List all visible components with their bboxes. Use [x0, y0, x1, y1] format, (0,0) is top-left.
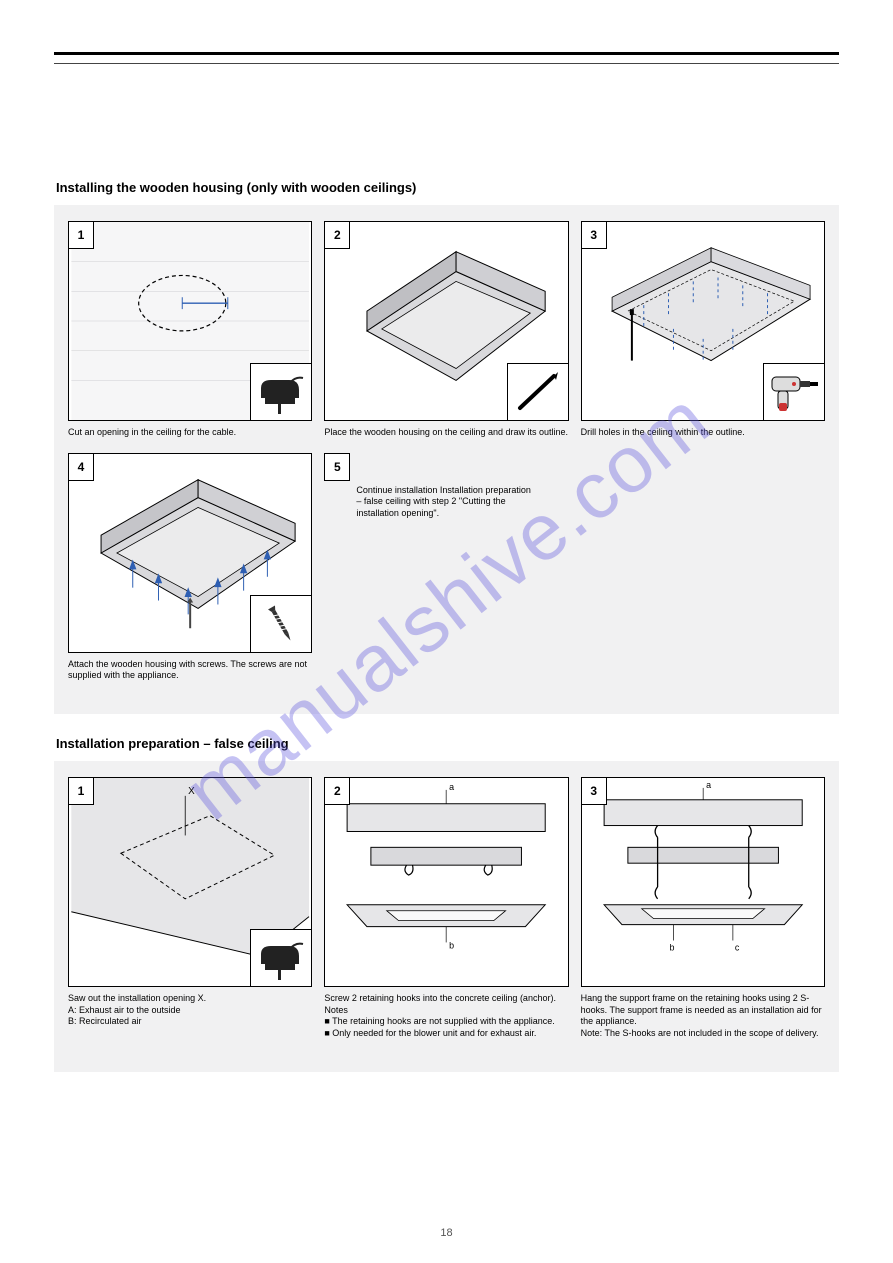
s2-step1-caption: Saw out the installation opening X. A: E… [68, 993, 312, 1028]
step3-tool-drill-icon [763, 363, 825, 421]
step5-cell: 5 Continue installation Installation pre… [324, 453, 568, 682]
step4-caption: Attach the wooden housing with screws. T… [68, 659, 312, 682]
s2-step1-number: 1 [68, 777, 94, 805]
s2-step2-cell: 2 a b Screw 2 retain [324, 777, 568, 1040]
step2-cell: 2 Place the wooden [324, 221, 568, 439]
s2-step1-tool-jigsaw-icon [250, 929, 312, 987]
s2-step2-graphic: a b [325, 778, 567, 986]
s2-step3-caption: Hang the support frame on the retaining … [581, 993, 825, 1040]
step3-cell: 3 [581, 221, 825, 439]
s2-step3-frame: 3 a b [581, 777, 825, 987]
step1-number: 1 [68, 221, 94, 249]
s2-step1-cell: 1 X [68, 777, 312, 1040]
step4-number: 4 [68, 453, 94, 481]
label-a: a [706, 780, 711, 790]
step4-cell: 4 [68, 453, 312, 682]
empty-cell [581, 453, 825, 682]
screw-icon [253, 599, 309, 649]
label-c: c [735, 942, 740, 952]
s2-step1-frame: 1 X [68, 777, 312, 987]
step3-number: 3 [581, 221, 607, 249]
step2-number: 2 [324, 221, 350, 249]
label-b: b [449, 940, 454, 950]
section1-title: Installing the wooden housing (only with… [56, 180, 839, 195]
step3-caption: Drill holes in the ceiling within the ou… [581, 427, 825, 439]
section1-row1: 1 [68, 221, 825, 439]
step5-number: 5 [324, 453, 350, 481]
section1-row2: 4 [68, 453, 825, 682]
page: Installing the wooden housing (only with… [0, 0, 893, 1134]
pencil-icon [512, 368, 564, 416]
page-number: 18 [0, 1227, 893, 1239]
label-x: X [188, 786, 195, 797]
header-gap [54, 64, 839, 174]
jigsaw-icon [255, 368, 307, 416]
step2-tool-pencil-icon [507, 363, 569, 421]
jigsaw-icon [255, 934, 307, 982]
drill-icon [766, 367, 822, 417]
label-a: a [449, 782, 454, 792]
header-rule-thick [54, 52, 839, 55]
s2-step2-number: 2 [324, 777, 350, 805]
section1-panel: 1 [54, 205, 839, 714]
step3-frame: 3 [581, 221, 825, 421]
step1-cell: 1 [68, 221, 312, 439]
section2-row1: 1 X [68, 777, 825, 1040]
step1-tool-jigsaw-icon [250, 363, 312, 421]
s2-step2-caption: Screw 2 retaining hooks into the concret… [324, 993, 568, 1040]
s2-step3-cell: 3 a b [581, 777, 825, 1040]
s2-step3-graphic: a b c [582, 778, 824, 986]
section2-panel: 1 X [54, 761, 839, 1072]
label-b: b [669, 942, 674, 952]
step4-frame: 4 [68, 453, 312, 653]
step1-caption: Cut an opening in the ceiling for the ca… [68, 427, 312, 439]
s2-step3-number: 3 [581, 777, 607, 805]
step2-frame: 2 [324, 221, 568, 421]
s2-step2-frame: 2 a b [324, 777, 568, 987]
step2-caption: Place the wooden housing on the ceiling … [324, 427, 568, 439]
section2-title: Installation preparation – false ceiling [56, 736, 839, 751]
step4-tool-screw-icon [250, 595, 312, 653]
step1-frame: 1 [68, 221, 312, 421]
